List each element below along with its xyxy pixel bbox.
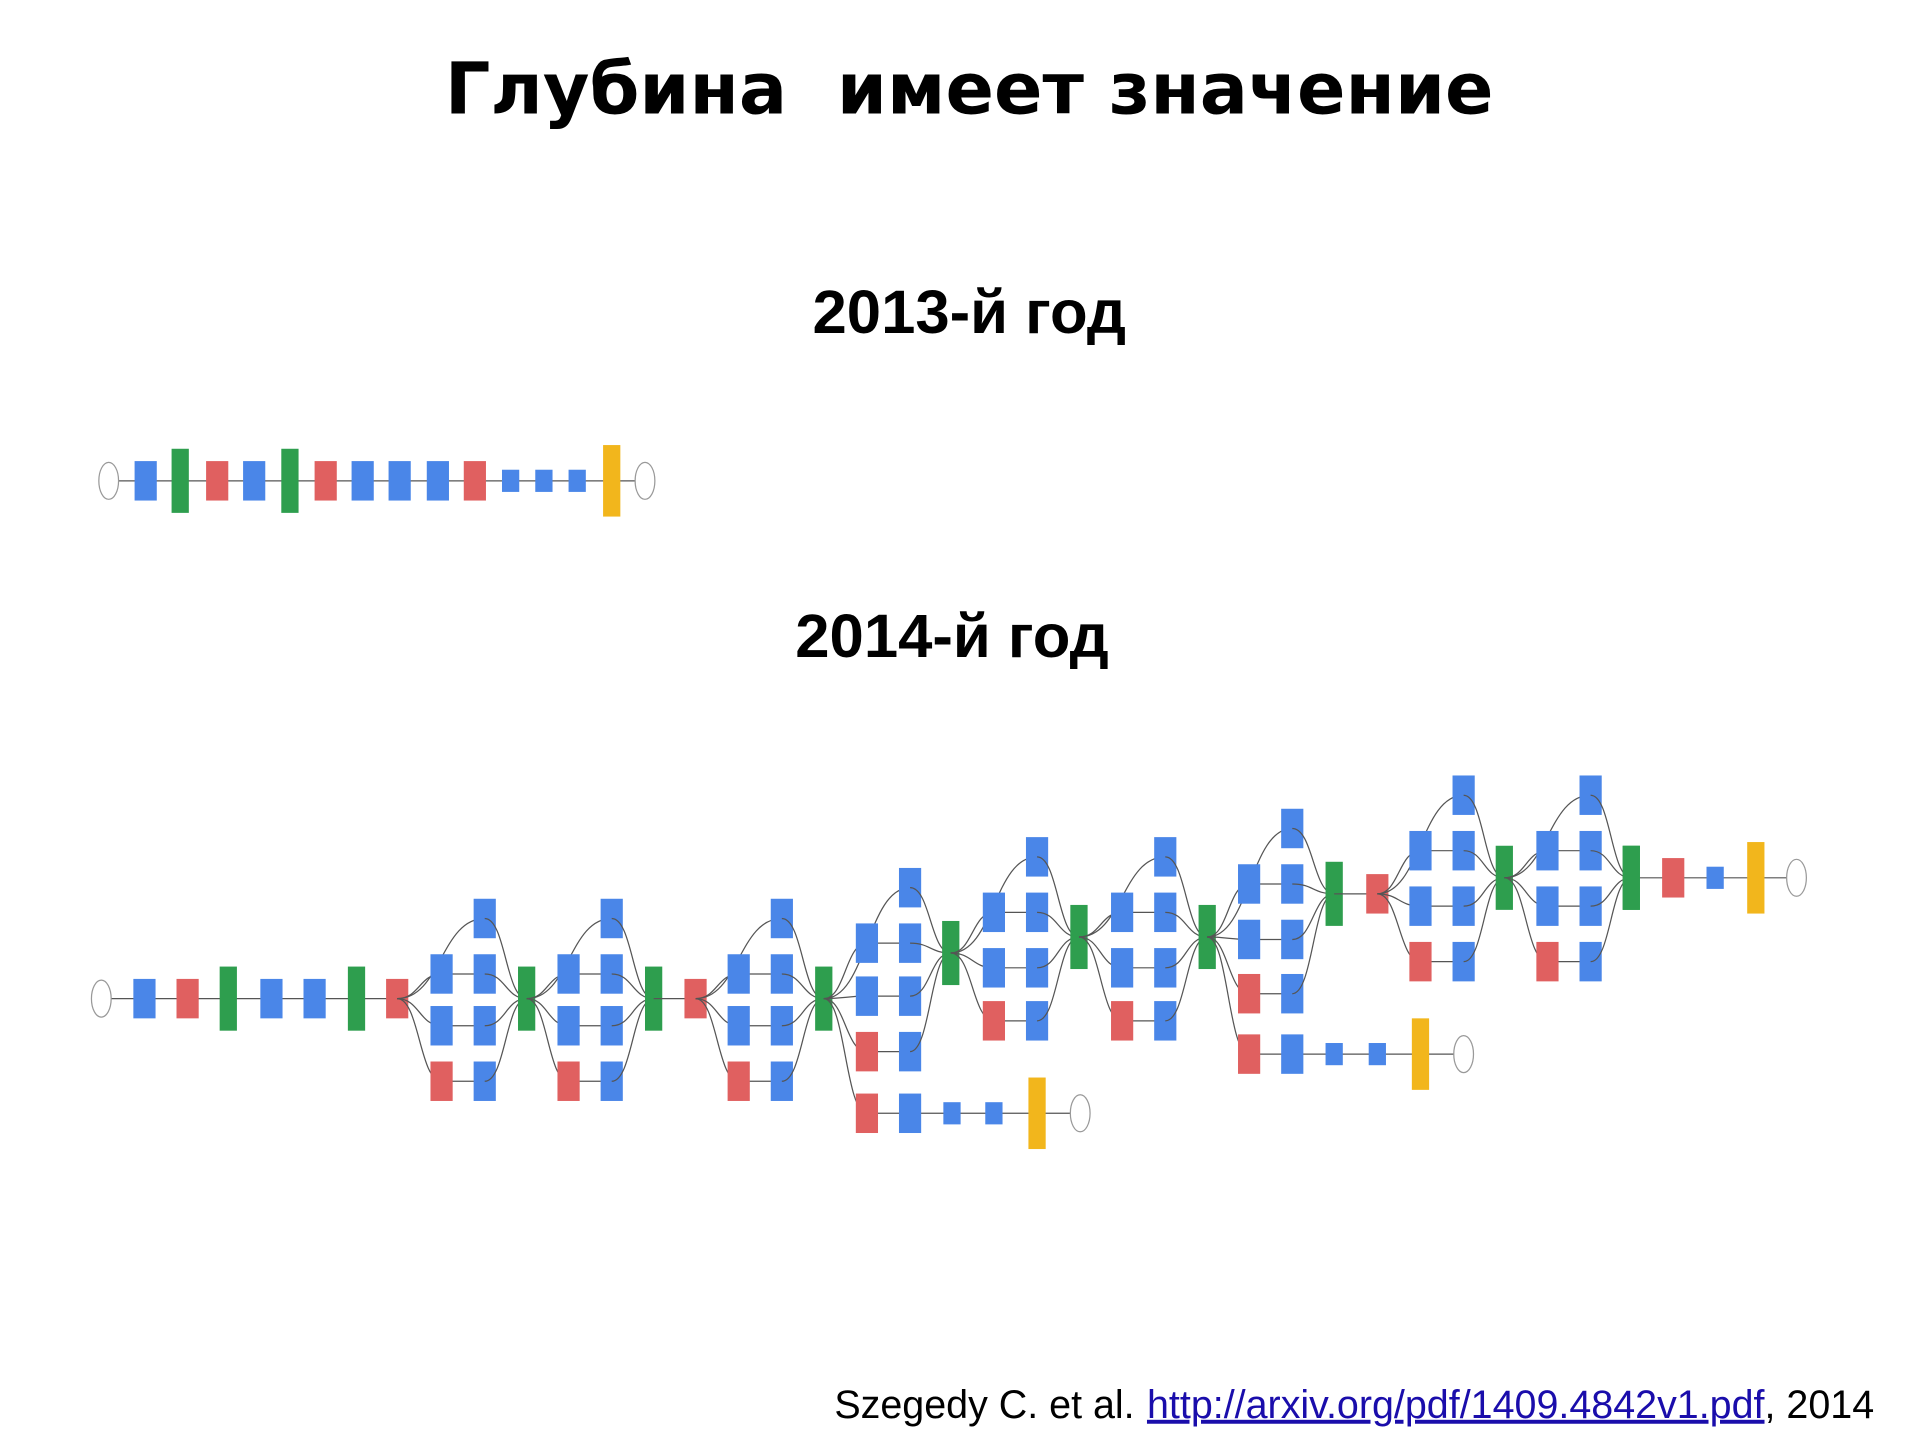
slide-title: Глубина имеет значение — [445, 47, 1494, 130]
layer-node — [1154, 892, 1177, 933]
citation: Szegedy C. et al. http://arxiv.org/pdf/14… — [834, 1383, 1874, 1427]
layer-node — [1622, 845, 1640, 910]
layer-node — [243, 461, 266, 501]
io-node — [98, 461, 120, 500]
network-label: 2014-й год — [795, 602, 1108, 671]
layer-node — [982, 892, 1005, 933]
layer-node — [1325, 1043, 1343, 1066]
layer-node — [1025, 892, 1049, 933]
layer-node — [557, 954, 580, 994]
layer-node — [1111, 892, 1134, 933]
layer-node — [171, 448, 189, 513]
layer-node — [463, 461, 486, 501]
layer-node — [1025, 1001, 1049, 1041]
layer-node — [426, 461, 449, 501]
citation-year: , 2014 — [1765, 1383, 1875, 1427]
layer-node — [176, 978, 199, 1019]
layer-node — [603, 445, 621, 517]
layer-node — [1706, 866, 1724, 889]
layer-node — [281, 448, 299, 513]
layer-node — [347, 966, 366, 1031]
layer-node — [1028, 1077, 1046, 1150]
layer-node — [1409, 886, 1432, 926]
layer-node — [1154, 948, 1177, 988]
layer-node — [388, 461, 411, 501]
layer-node — [855, 1093, 879, 1134]
layer-node — [260, 978, 283, 1019]
network-2014 — [90, 775, 1807, 1150]
network-label: 2013-й год — [813, 278, 1126, 347]
layer-node — [727, 954, 750, 994]
io-node — [90, 979, 112, 1018]
layer-node — [1238, 919, 1261, 960]
layer-node — [982, 948, 1005, 988]
layer-node — [1025, 837, 1049, 877]
io-node — [1069, 1094, 1091, 1133]
layer-node — [134, 461, 157, 501]
layer-node — [1536, 941, 1559, 982]
layer-node — [557, 1006, 580, 1046]
layer-node — [898, 1093, 922, 1134]
io-node — [1453, 1035, 1475, 1074]
layer-node — [1025, 948, 1049, 988]
layer-node — [1536, 886, 1559, 926]
layer-node — [855, 1031, 879, 1072]
layer-node — [430, 1006, 453, 1046]
layer-node — [314, 461, 337, 501]
layer-node — [351, 461, 374, 501]
layer-node — [982, 1001, 1005, 1041]
layer-node — [1111, 948, 1134, 988]
layer-node — [1238, 1034, 1261, 1074]
layer-node — [1111, 1001, 1134, 1041]
io-node — [1786, 858, 1807, 897]
network-2013 — [98, 445, 656, 517]
layer-node — [1662, 858, 1685, 898]
layer-node — [1238, 973, 1261, 1014]
layer-node — [943, 1102, 961, 1125]
layer-node — [985, 1102, 1003, 1125]
layer-node — [303, 978, 326, 1019]
layer-node — [206, 461, 229, 501]
layer-node — [1411, 1018, 1430, 1090]
layer-node — [1747, 842, 1765, 914]
layer-node — [1281, 1034, 1304, 1074]
layer-node — [430, 954, 453, 994]
layer-node — [535, 469, 553, 492]
layer-node — [219, 966, 237, 1031]
citation-link[interactable]: http://arxiv.org/pdf/1409.4842v1.pdf — [1147, 1383, 1766, 1427]
layer-node — [430, 1061, 453, 1101]
layer-node — [501, 469, 520, 492]
layer-node — [133, 978, 156, 1019]
layer-node — [727, 1061, 750, 1101]
layer-node — [557, 1061, 580, 1101]
layer-node — [1368, 1043, 1386, 1066]
layer-node — [1536, 830, 1559, 871]
layer-node — [518, 966, 536, 1031]
layer-node — [727, 1006, 750, 1046]
layer-node — [855, 976, 879, 1016]
layer-node — [568, 469, 586, 492]
layer-node — [1409, 830, 1432, 871]
layer-node — [1238, 864, 1261, 904]
layer-node — [855, 923, 879, 963]
layer-node — [1154, 1001, 1177, 1041]
layer-node — [1409, 941, 1432, 982]
citation-authors: Szegedy C. et al. — [834, 1383, 1134, 1427]
layer-node — [1154, 837, 1177, 877]
io-node — [634, 461, 656, 500]
